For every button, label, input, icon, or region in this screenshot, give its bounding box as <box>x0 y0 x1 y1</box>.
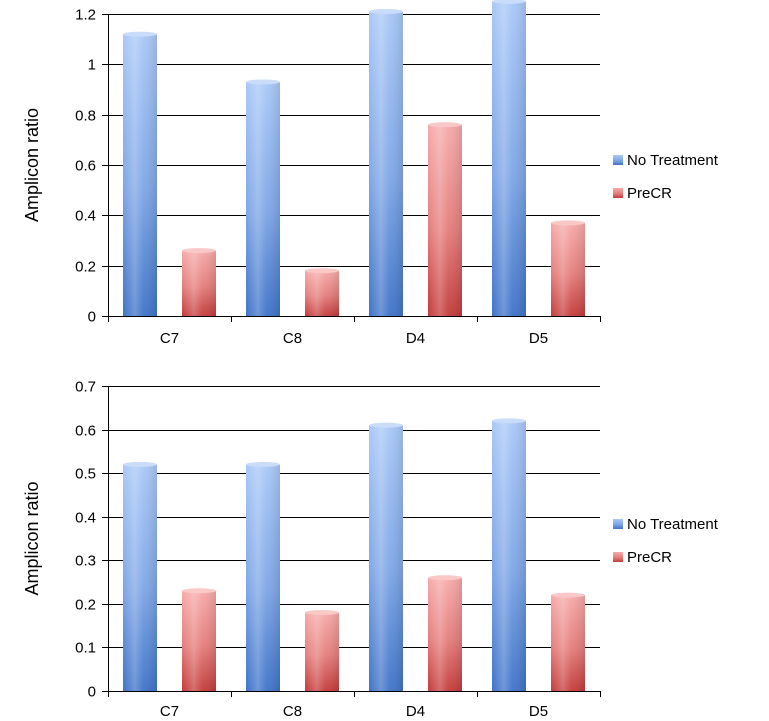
bar-cap <box>246 461 280 467</box>
legend: No Treatment PreCR <box>613 516 719 566</box>
bar-highlight <box>551 595 585 691</box>
x-tick-label: D5 <box>529 330 548 347</box>
bar-cap <box>492 418 526 424</box>
bar-highlight <box>246 464 280 691</box>
x-tick-label: D5 <box>529 703 548 720</box>
bar-cap <box>182 588 216 594</box>
bar-highlight <box>492 1 526 317</box>
bar-cap <box>369 422 403 428</box>
bar-cap <box>182 248 216 254</box>
bar-highlight <box>428 577 462 691</box>
y-tick-label: 0.2 <box>75 597 96 614</box>
bar-cap <box>123 461 157 467</box>
x-tick-label: C8 <box>283 703 302 720</box>
y-tick-label: 0.6 <box>75 423 96 440</box>
bar-cap <box>428 575 462 581</box>
bar-highlight <box>182 590 216 691</box>
bar-cap <box>246 79 280 85</box>
bar-highlight <box>428 124 462 316</box>
legend-swatch <box>613 155 623 165</box>
y-tick-label: 1.2 <box>75 7 96 24</box>
y-axis-label: Amplicon ratio <box>22 481 42 595</box>
y-tick-label: 0 <box>88 684 96 701</box>
chart-2: 0 0.1 0.2 0.3 0.4 0.5 0.6 0.7 C7 C8 D4 D5 Amplicon r… <box>22 379 719 721</box>
bar-highlight <box>369 11 403 316</box>
bar-cap <box>551 220 585 226</box>
y-tick-label: 0.8 <box>75 108 96 125</box>
y-tick-label: 0.7 <box>75 379 96 396</box>
x-tick-label: C7 <box>160 330 179 347</box>
y-axis-label: Amplicon ratio <box>22 108 42 222</box>
y-tick-label: 1 <box>88 57 96 74</box>
bar-cap <box>369 8 403 14</box>
bar-highlight <box>492 420 526 691</box>
y-tick-label: 0.6 <box>75 158 96 175</box>
y-tick-label: 0.2 <box>75 259 96 276</box>
bar-highlight <box>551 222 585 316</box>
bar-highlight <box>305 270 339 316</box>
bar-highlight <box>246 81 280 316</box>
chart-1: 0 0.2 0.4 0.6 0.8 1 1.2 C7 C8 D4 D5 Amplicon ratio N… <box>22 0 719 347</box>
legend-swatch <box>613 552 623 562</box>
y-tick-label: 0.5 <box>75 466 96 483</box>
bar-highlight <box>369 425 403 691</box>
bar-cap <box>123 31 157 37</box>
bar-cap <box>305 610 339 616</box>
y-tick-label: 0 <box>88 309 96 326</box>
x-tick-label: C8 <box>283 330 302 347</box>
bar-highlight <box>123 34 157 317</box>
y-tick-label: 0.4 <box>75 208 96 225</box>
y-tick-label: 0.4 <box>75 510 96 527</box>
bar-cap <box>492 0 526 4</box>
x-tick-label: D4 <box>406 703 425 720</box>
bar-highlight <box>182 250 216 316</box>
x-tick-label: D4 <box>406 330 425 347</box>
legend-label: No Treatment <box>627 516 719 533</box>
bar-cap <box>551 592 585 598</box>
bar-highlight <box>305 612 339 691</box>
y-tick-label: 0.3 <box>75 553 96 570</box>
legend-label: PreCR <box>627 549 672 566</box>
bar-cap <box>428 122 462 128</box>
legend: No Treatment PreCR <box>613 152 719 202</box>
bar-highlight <box>123 464 157 691</box>
x-tick-label: C7 <box>160 703 179 720</box>
legend-swatch <box>613 188 623 198</box>
legend-swatch <box>613 519 623 529</box>
bar-cap <box>305 268 339 274</box>
y-tick-label: 0.1 <box>75 640 96 657</box>
legend-label: PreCR <box>627 185 672 202</box>
legend-label: No Treatment <box>627 152 719 169</box>
